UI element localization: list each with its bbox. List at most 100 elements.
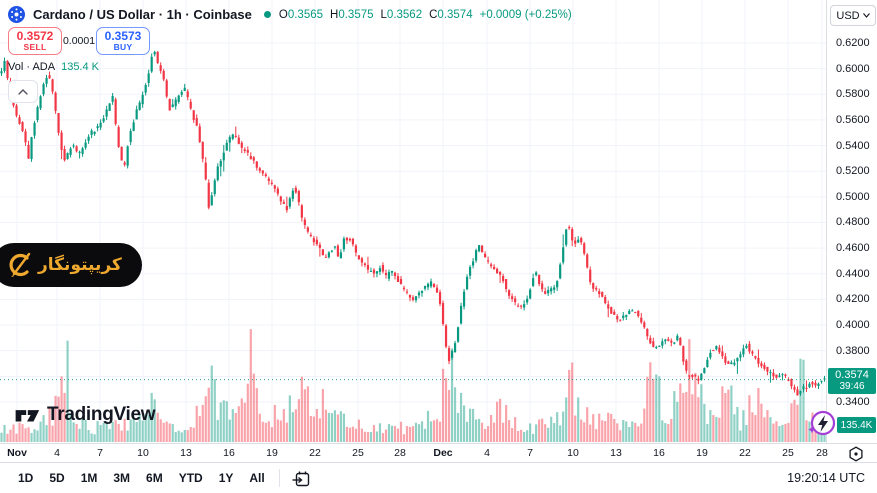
volume-bar xyxy=(607,412,610,442)
candle-body xyxy=(763,364,766,369)
candle-body xyxy=(517,305,520,307)
candle-body xyxy=(760,363,763,367)
volume-bar xyxy=(790,403,793,442)
volume-bar xyxy=(589,424,592,442)
volume-bar xyxy=(622,420,625,442)
range-button-3m[interactable]: 3M xyxy=(113,471,131,485)
candle-body xyxy=(706,359,709,367)
candle-body xyxy=(408,294,412,298)
range-button-ytd[interactable]: YTD xyxy=(178,471,203,485)
time-axis[interactable]: Nov 4 7 10 13 16 19 22 25 28 Dec 4 7 10 13 16 19 22 25 28 xyxy=(0,443,877,463)
range-button-1m[interactable]: 1M xyxy=(80,471,98,485)
last-price-badge: 0.3574 39:46 xyxy=(828,368,876,394)
candle-body xyxy=(207,182,210,208)
volume-bar xyxy=(81,417,84,442)
candle-body xyxy=(351,238,355,245)
volume-bar xyxy=(694,372,697,442)
range-button-1d[interactable]: 1D xyxy=(18,471,34,485)
volume-bar xyxy=(769,417,772,442)
volume-bar xyxy=(441,368,445,442)
candle-body xyxy=(321,249,324,256)
price-axis[interactable]: USD 0.6200 0.6000 0.5800 0.5600 0.5400 0.5200… xyxy=(826,0,877,462)
close-value: 0.3574 xyxy=(437,8,473,21)
candle-body xyxy=(210,195,213,206)
range-button-1y[interactable]: 1Y xyxy=(218,471,234,485)
volume-bar xyxy=(492,422,496,442)
symbol-title[interactable]: Cardano / US Dollar · 1h · Coinbase xyxy=(33,7,252,22)
range-button-6m[interactable]: 6M xyxy=(146,471,163,485)
candle-body xyxy=(526,298,529,303)
price-axis-label: 0.3800 xyxy=(836,344,870,357)
time-axis-label: 10 xyxy=(137,447,149,459)
candle-body xyxy=(438,292,442,304)
candle-body xyxy=(96,126,99,129)
sell-button[interactable]: 0.3572 SELL xyxy=(8,27,62,55)
volume-bar xyxy=(559,425,562,442)
volume-bar xyxy=(535,424,538,442)
volume-bar xyxy=(318,418,321,442)
volume-bar xyxy=(486,426,490,442)
candle-body xyxy=(234,135,237,137)
price-axis-label: 0.4200 xyxy=(836,293,870,306)
buy-button[interactable]: 0.3573 BUY xyxy=(96,27,150,55)
volume-bar xyxy=(210,365,213,442)
volume-bar xyxy=(649,362,652,442)
market-status-dot-icon[interactable] xyxy=(263,11,271,18)
currency-selector[interactable]: USD xyxy=(830,5,876,26)
chart-plot-area[interactable] xyxy=(0,0,826,443)
candle-body xyxy=(805,387,808,389)
candle-body xyxy=(628,310,631,314)
volume-bar xyxy=(511,428,514,442)
candle-body xyxy=(372,269,376,274)
go-to-date-button[interactable] xyxy=(288,467,314,489)
candle-body xyxy=(291,190,294,199)
volume-bar xyxy=(784,423,787,442)
sell-price: 0.3572 xyxy=(16,29,54,44)
volume-bar xyxy=(489,414,493,442)
candle-body xyxy=(399,279,403,285)
open-label: O xyxy=(278,8,288,21)
volume-bar xyxy=(90,433,93,442)
candle-body xyxy=(15,105,18,116)
candle-body xyxy=(213,180,216,195)
candle-body xyxy=(393,272,397,277)
candle-body xyxy=(150,56,153,72)
candle-body xyxy=(369,270,373,272)
candle-body xyxy=(378,268,382,272)
collapse-legend-button[interactable] xyxy=(8,80,38,103)
volume-bar xyxy=(742,410,745,442)
candle-body xyxy=(808,383,811,388)
candle-body xyxy=(342,238,346,250)
volume-bar xyxy=(631,421,634,442)
volume-bar xyxy=(159,419,162,442)
volume-bar xyxy=(261,421,264,442)
price-axis-label: 0.5600 xyxy=(836,113,870,126)
calendar-arrow-icon xyxy=(292,471,309,486)
volume-bar xyxy=(375,431,379,442)
candle-body xyxy=(90,130,93,135)
volume-bar xyxy=(204,396,207,442)
tradingview-logo[interactable]: TradingView xyxy=(14,403,156,427)
axis-settings-gear-icon[interactable] xyxy=(848,446,864,462)
candle-body xyxy=(429,281,433,287)
volume-legend[interactable]: Vol · ADA 135.4 K xyxy=(8,61,99,73)
candle-body xyxy=(237,137,240,144)
candle-body xyxy=(366,264,370,270)
time-axis-label: 7 xyxy=(97,447,103,459)
time-axis-label: 22 xyxy=(309,447,321,459)
candle-body xyxy=(523,304,526,308)
volume-bar xyxy=(652,378,655,442)
volume-bar xyxy=(111,421,114,442)
volume-bar xyxy=(727,389,730,442)
range-button-all[interactable]: All xyxy=(249,471,265,485)
utc-clock[interactable]: 19:20:14 UTC xyxy=(787,471,865,485)
candle-body xyxy=(598,291,601,295)
range-button-5d[interactable]: 5D xyxy=(49,471,65,485)
candle-body xyxy=(243,149,246,151)
candle-body xyxy=(553,287,556,290)
candle-body xyxy=(246,150,249,153)
lightning-icon[interactable] xyxy=(806,408,838,440)
candle-body xyxy=(468,267,472,276)
volume-bar xyxy=(162,422,165,442)
